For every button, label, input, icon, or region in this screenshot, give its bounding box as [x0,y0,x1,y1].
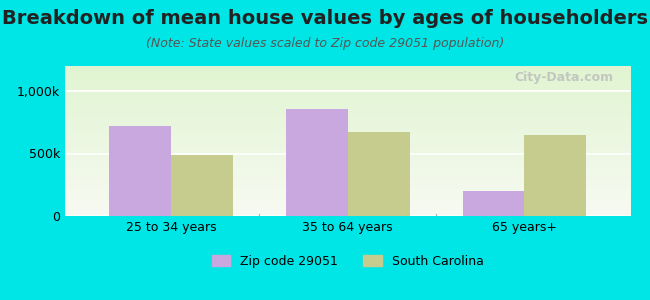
Text: Breakdown of mean house values by ages of householders: Breakdown of mean house values by ages o… [2,9,648,28]
Bar [525,135,586,216]
Bar [109,126,171,216]
Text: City-Data.com: City-Data.com [514,70,614,83]
Bar [348,132,410,216]
Text: (Note: State values scaled to Zip code 29051 population): (Note: State values scaled to Zip code 2… [146,38,504,50]
Legend: Zip code 29051, South Carolina: Zip code 29051, South Carolina [207,250,489,273]
Bar [171,155,233,216]
Bar [463,191,525,216]
Bar [286,109,348,216]
